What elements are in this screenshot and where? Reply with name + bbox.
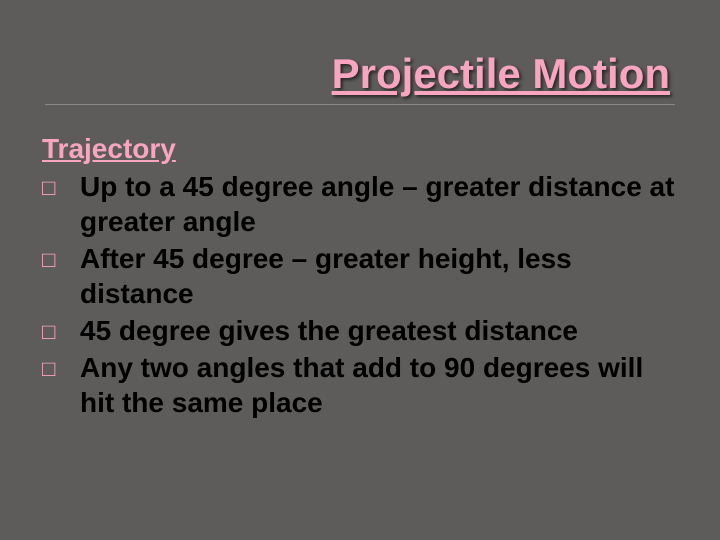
bullet-marker-icon: □ — [42, 247, 60, 273]
slide-subtitle: Trajectory — [42, 133, 680, 165]
slide-title: Projectile Motion — [40, 50, 670, 98]
bullet-text: Any two angles that add to 90 degrees wi… — [80, 350, 680, 420]
list-item: □ Any two angles that add to 90 degrees … — [42, 350, 680, 420]
bullet-marker-icon: □ — [42, 175, 60, 201]
bullet-text: After 45 degree – greater height, less d… — [80, 241, 680, 311]
list-item: □ After 45 degree – greater height, less… — [42, 241, 680, 311]
bullet-marker-icon: □ — [42, 356, 60, 382]
list-item: □ Up to a 45 degree angle – greater dist… — [42, 169, 680, 239]
list-item: □ 45 degree gives the greatest distance — [42, 313, 680, 348]
bullet-text: 45 degree gives the greatest distance — [80, 313, 578, 348]
bullet-text: Up to a 45 degree angle – greater distan… — [80, 169, 680, 239]
title-divider — [45, 104, 675, 105]
slide-container: Projectile Motion Trajectory □ Up to a 4… — [0, 0, 720, 540]
bullet-list: □ Up to a 45 degree angle – greater dist… — [40, 169, 680, 420]
bullet-marker-icon: □ — [42, 319, 60, 345]
